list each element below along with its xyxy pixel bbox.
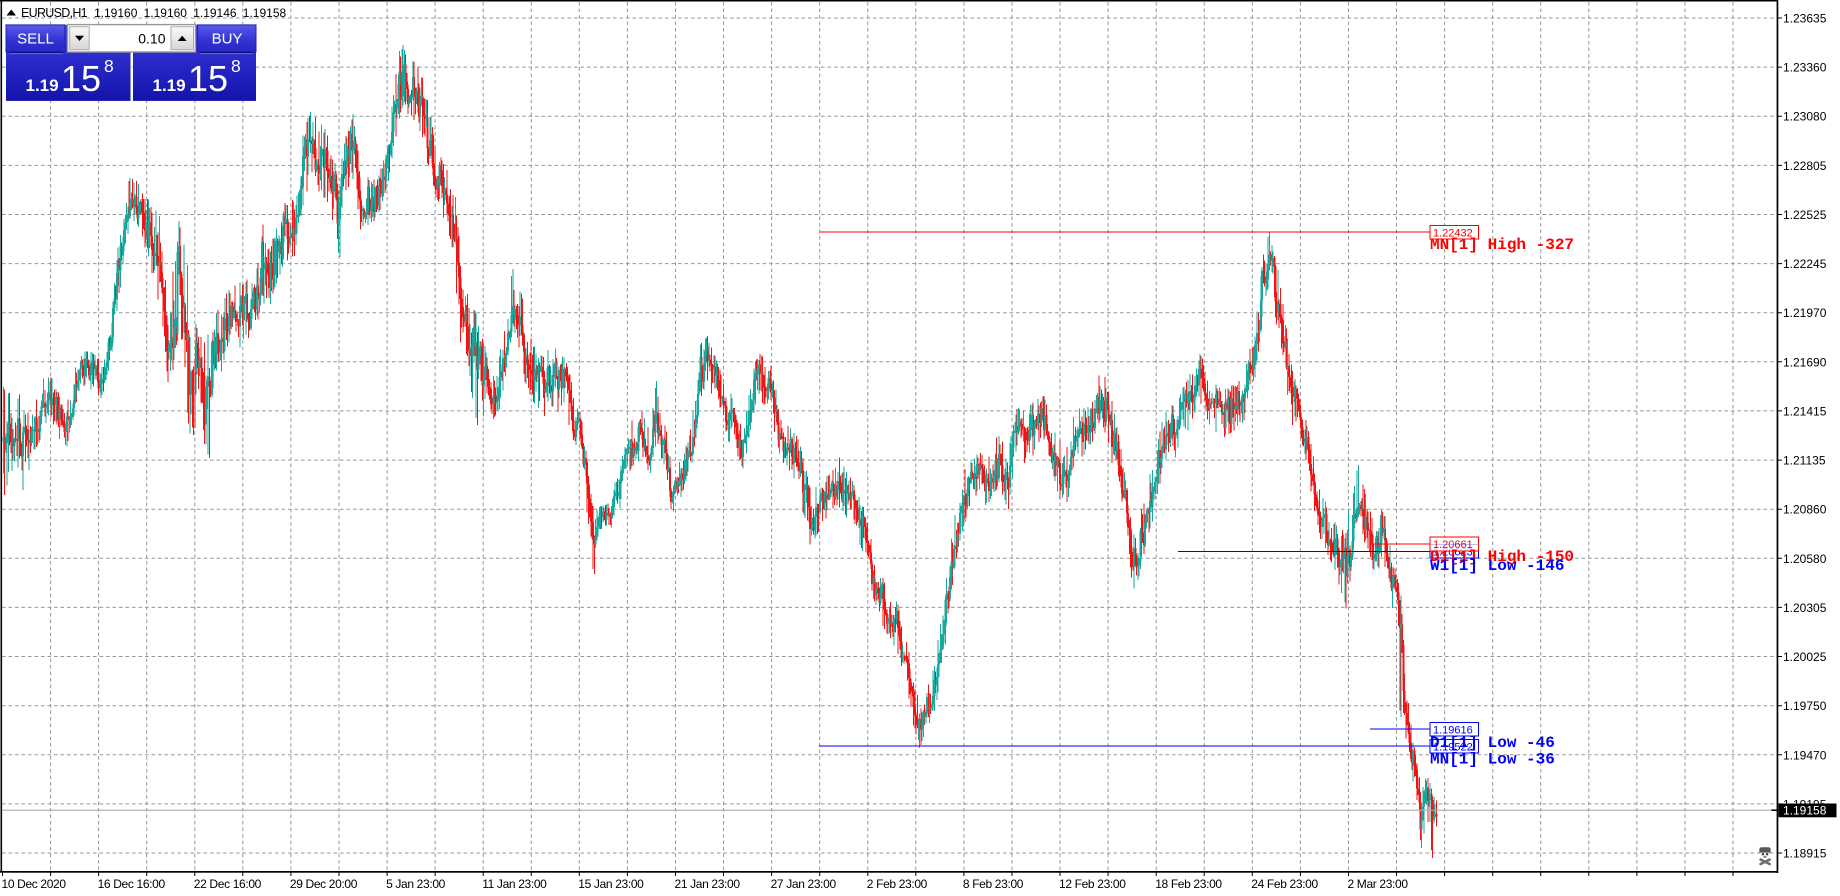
svg-text:5 Jan 23:00: 5 Jan 23:00: [386, 877, 446, 891]
svg-text:1.19160: 1.19160: [94, 6, 138, 20]
svg-text:D1[1] High -150: D1[1] High -150: [1430, 548, 1574, 566]
svg-text:1.19160: 1.19160: [144, 6, 188, 20]
svg-text:2 Feb 23:00: 2 Feb 23:00: [867, 877, 928, 891]
svg-text:10 Dec 2020: 10 Dec 2020: [2, 877, 67, 891]
svg-text:15 Jan 23:00: 15 Jan 23:00: [578, 877, 644, 891]
svg-text:29 Dec 20:00: 29 Dec 20:00: [290, 877, 358, 891]
svg-text:1.20661: 1.20661: [1433, 539, 1473, 551]
svg-text:W1[1] Low -146: W1[1] Low -146: [1430, 557, 1564, 575]
svg-text:8: 8: [231, 56, 241, 76]
svg-text:0.10: 0.10: [138, 31, 165, 47]
svg-text:21 Jan 23:00: 21 Jan 23:00: [675, 877, 741, 891]
svg-text:1.19158: 1.19158: [243, 6, 287, 20]
svg-text:1.19750: 1.19750: [1783, 699, 1827, 713]
svg-text:1.20305: 1.20305: [1783, 601, 1827, 615]
svg-text:1.20860: 1.20860: [1783, 503, 1827, 517]
svg-text:SELL: SELL: [17, 31, 54, 48]
svg-text:27 Jan 23:00: 27 Jan 23:00: [771, 877, 837, 891]
svg-text:2 Mar 23:00: 2 Mar 23:00: [1348, 877, 1409, 891]
svg-text:1.19616: 1.19616: [1433, 725, 1473, 737]
svg-text:8 Feb 23:00: 8 Feb 23:00: [963, 877, 1024, 891]
svg-text:BUY: BUY: [212, 31, 243, 48]
svg-text:1.21135: 1.21135: [1783, 454, 1826, 468]
svg-text:1.20025: 1.20025: [1783, 650, 1827, 664]
svg-text:MN[1] Low -36: MN[1] Low -36: [1430, 751, 1555, 769]
svg-text:18 Feb 23:00: 18 Feb 23:00: [1155, 877, 1222, 891]
svg-text:8: 8: [104, 56, 114, 76]
svg-text:1.21415: 1.21415: [1783, 404, 1827, 418]
svg-text:D1[1] Low -46: D1[1] Low -46: [1430, 734, 1555, 752]
svg-text:1.19522: 1.19522: [1433, 742, 1473, 754]
svg-text:EURUSD,H1: EURUSD,H1: [21, 6, 88, 20]
svg-text:1.19470: 1.19470: [1783, 748, 1827, 762]
svg-text:16 Dec 16:00: 16 Dec 16:00: [98, 877, 166, 891]
svg-text:1.19146: 1.19146: [193, 6, 237, 20]
svg-text:12 Feb 23:00: 12 Feb 23:00: [1059, 877, 1126, 891]
svg-text:1.22432: 1.22432: [1433, 228, 1473, 240]
svg-text:15: 15: [188, 58, 228, 99]
svg-text:1.19: 1.19: [153, 76, 186, 95]
svg-text:1.21690: 1.21690: [1783, 355, 1827, 369]
svg-text:1.22245: 1.22245: [1783, 257, 1827, 271]
svg-text:1.18915: 1.18915: [1783, 847, 1827, 861]
svg-text:1.22525: 1.22525: [1783, 208, 1827, 222]
svg-text:1.19158: 1.19158: [1783, 804, 1827, 818]
svg-text:22 Dec 16:00: 22 Dec 16:00: [194, 877, 262, 891]
svg-text:1.23360: 1.23360: [1783, 61, 1827, 75]
svg-text:1.22805: 1.22805: [1783, 159, 1827, 173]
svg-text:24 Feb 23:00: 24 Feb 23:00: [1251, 877, 1318, 891]
svg-text:1.23080: 1.23080: [1783, 110, 1827, 124]
svg-text:1.19: 1.19: [26, 76, 59, 95]
svg-text:1.21970: 1.21970: [1783, 306, 1827, 320]
svg-text:MN[1] High -327: MN[1] High -327: [1430, 236, 1574, 254]
svg-text:1.23635: 1.23635: [1783, 12, 1827, 26]
svg-text:15: 15: [61, 58, 101, 99]
svg-text:1.20580: 1.20580: [1783, 552, 1827, 566]
svg-text:11 Jan 23:00: 11 Jan 23:00: [482, 877, 547, 891]
